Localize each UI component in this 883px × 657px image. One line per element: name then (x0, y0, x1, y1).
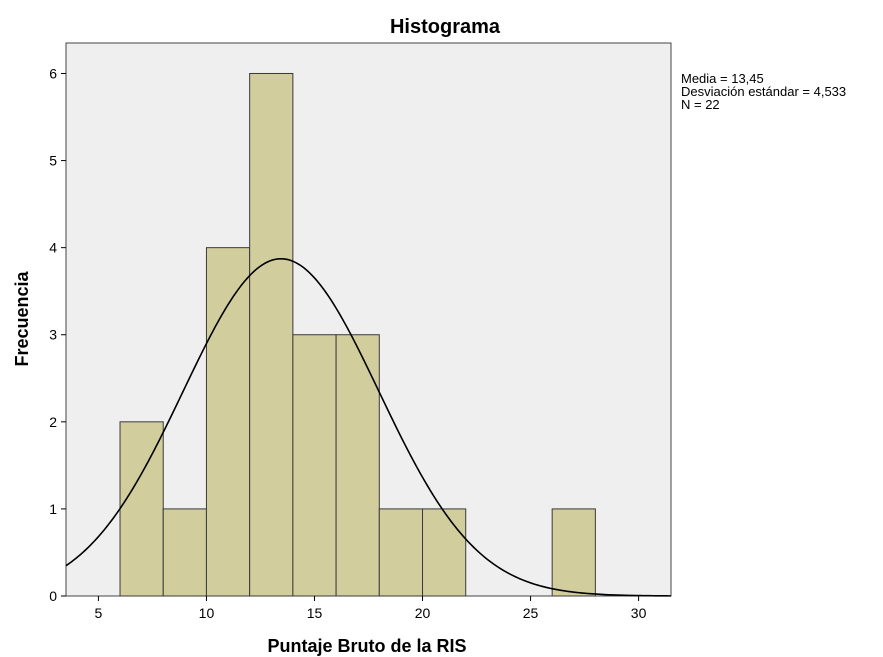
x-tick-label: 5 (95, 605, 103, 621)
bars-group (119, 72, 596, 597)
normal-curve (65, 257, 672, 597)
y-axis: 0 1 2 3 4 5 6 (49, 65, 66, 604)
x-axis: 5 10 15 20 25 30 (95, 596, 647, 621)
x-tick-label: 30 (631, 605, 647, 621)
stats-line-3: N = 22 (681, 97, 720, 112)
y-tick-label: 4 (49, 240, 57, 256)
x-tick-label: 10 (199, 605, 215, 621)
histogram-bar-10-12 (205, 247, 251, 597)
x-tick-label: 15 (307, 605, 323, 621)
y-tick-label: 0 (49, 588, 57, 604)
y-tick-label: 5 (49, 153, 57, 169)
stats-line-2: Desviación estándar = 4,533 (681, 84, 846, 99)
histogram-bar-6-8 (119, 421, 164, 597)
histogram-bar-26-28 (551, 508, 596, 597)
y-tick-label: 6 (49, 65, 57, 81)
histogram-bar-16-18 (335, 334, 380, 597)
x-axis-label: Puntaje Bruto de la RIS (267, 636, 466, 656)
x-tick-label: 20 (415, 605, 431, 621)
histogram-bar-20-22 (422, 508, 467, 597)
chart-title: Histograma (390, 16, 501, 38)
histogram-bar-12-14 (249, 72, 294, 597)
stats-line-1: Media = 13,45 (681, 71, 764, 86)
histogram-bar-14-16 (292, 334, 337, 597)
y-tick-label: 2 (49, 414, 57, 430)
histogram-bar-18-20 (378, 508, 424, 597)
x-tick-label: 25 (523, 605, 539, 621)
histogram-bar-8-10 (162, 508, 207, 597)
y-tick-label: 3 (49, 327, 57, 343)
y-axis-label: Frecuencia (12, 270, 32, 366)
y-tick-label: 1 (49, 501, 57, 517)
